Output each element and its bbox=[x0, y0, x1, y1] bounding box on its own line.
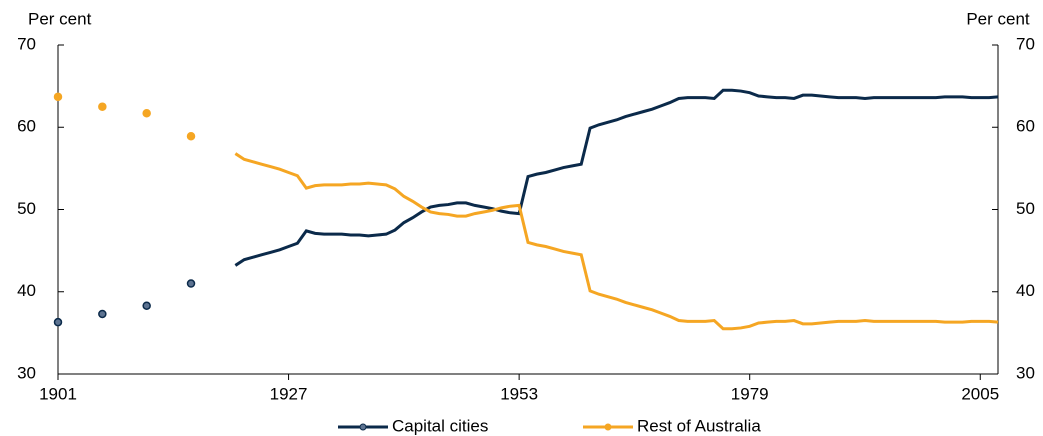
x-tick-label: 2005 bbox=[961, 384, 999, 403]
x-tick-label: 1979 bbox=[731, 384, 769, 403]
census-point bbox=[53, 92, 63, 102]
legend-label: Rest of Australia bbox=[637, 416, 761, 435]
y2-axis-label: Per cent bbox=[966, 9, 1030, 28]
y2-tick-label: 30 bbox=[1016, 363, 1035, 382]
y2-tick-label: 40 bbox=[1016, 281, 1035, 300]
census-point bbox=[186, 279, 196, 288]
x-tick-label: 1953 bbox=[500, 384, 538, 403]
x-tick-label: 1927 bbox=[270, 384, 308, 403]
census-point bbox=[98, 102, 107, 111]
y2-tick-label: 70 bbox=[1016, 34, 1035, 53]
y-tick-label: 50 bbox=[17, 199, 36, 218]
y2-tick-label: 60 bbox=[1016, 117, 1035, 136]
census-point bbox=[98, 309, 107, 319]
census-point bbox=[186, 132, 196, 141]
legend-label: Capital cities bbox=[392, 416, 488, 435]
x-tick-label: 1901 bbox=[39, 384, 77, 403]
y-tick-label: 40 bbox=[17, 281, 36, 300]
legend-marker bbox=[604, 423, 612, 431]
legend-marker bbox=[359, 423, 367, 431]
y-tick-label: 30 bbox=[17, 363, 36, 382]
y-tick-label: 60 bbox=[17, 117, 36, 136]
series-line bbox=[234, 152, 999, 331]
census-point bbox=[53, 317, 63, 327]
y2-tick-label: 50 bbox=[1016, 199, 1035, 218]
series-line bbox=[234, 88, 999, 267]
census-point bbox=[142, 109, 151, 118]
census-point bbox=[142, 301, 151, 310]
y-tick-label: 70 bbox=[17, 34, 36, 53]
y-axis-label: Per cent bbox=[28, 9, 92, 28]
